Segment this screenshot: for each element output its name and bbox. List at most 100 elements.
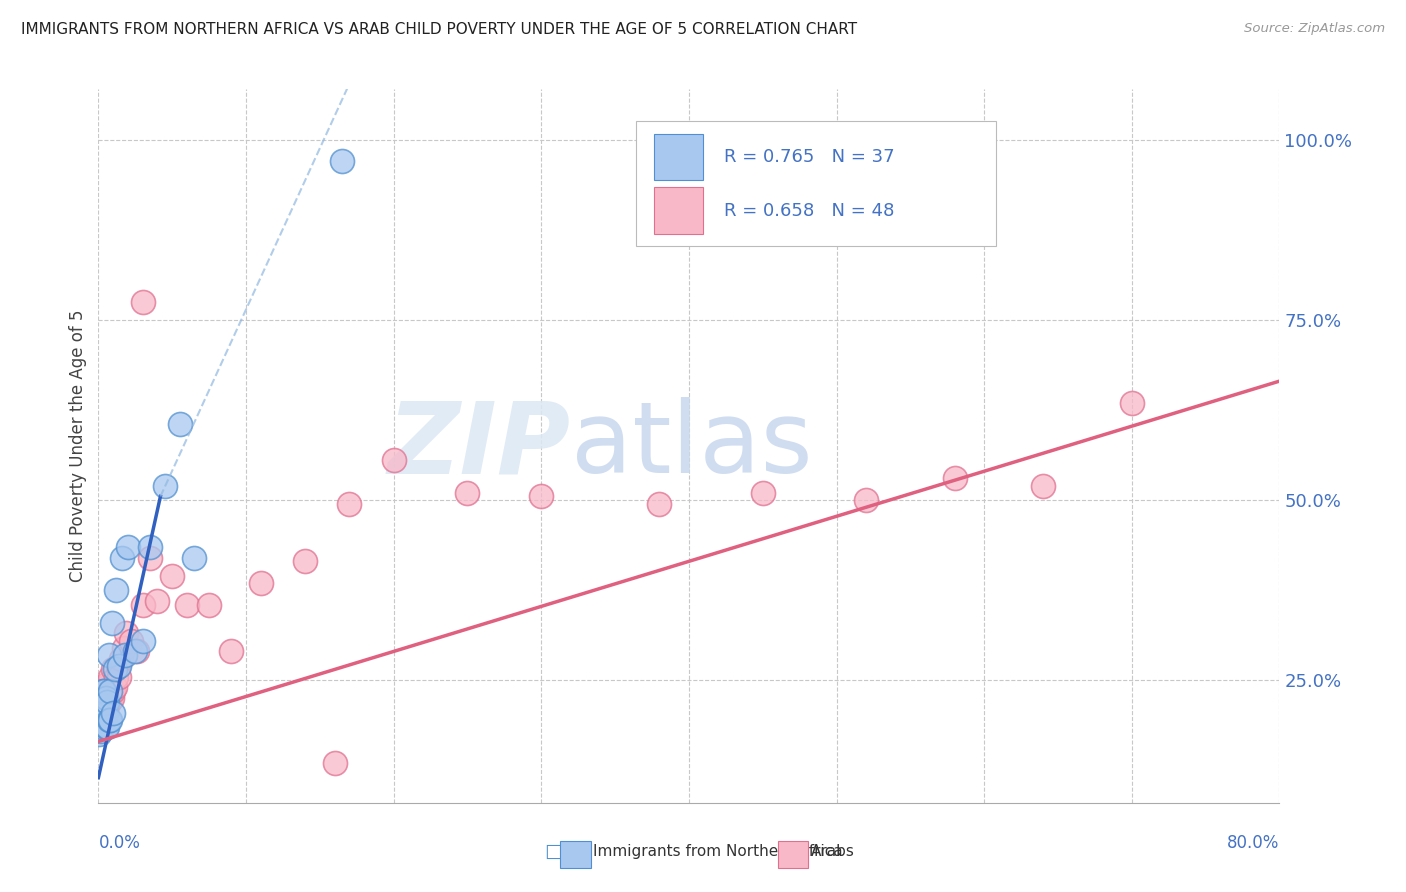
Point	[98, 684, 121, 698]
Point	[132, 598, 155, 612]
Point	[96, 698, 118, 713]
Point	[91, 684, 114, 698]
Point	[132, 633, 155, 648]
Point	[339, 497, 360, 511]
Point	[93, 684, 115, 698]
Point	[108, 658, 131, 673]
FancyBboxPatch shape	[654, 134, 703, 180]
Point	[105, 583, 128, 598]
Text: atlas: atlas	[571, 398, 813, 494]
Text: 0.0%: 0.0%	[98, 834, 141, 852]
Point	[115, 626, 138, 640]
Point	[855, 493, 877, 508]
Point	[96, 695, 118, 709]
Point	[89, 702, 111, 716]
Text: Source: ZipAtlas.com: Source: ZipAtlas.com	[1244, 22, 1385, 36]
Point	[169, 417, 191, 432]
Point	[91, 698, 114, 713]
Point	[104, 681, 127, 695]
Point	[90, 695, 112, 709]
Point	[93, 713, 115, 727]
Point	[146, 594, 169, 608]
Point	[112, 640, 135, 655]
Point	[124, 644, 146, 658]
Point	[93, 716, 115, 731]
Point	[530, 490, 553, 504]
Point	[89, 713, 111, 727]
Point	[97, 695, 120, 709]
Point	[98, 691, 121, 706]
FancyBboxPatch shape	[636, 121, 995, 246]
Text: 80.0%: 80.0%	[1227, 834, 1279, 852]
Point	[382, 453, 405, 467]
Y-axis label: Child Poverty Under the Age of 5: Child Poverty Under the Age of 5	[69, 310, 87, 582]
Point	[183, 550, 205, 565]
Point	[91, 716, 114, 731]
Point	[110, 651, 132, 665]
Text: R = 0.658   N = 48: R = 0.658 N = 48	[724, 202, 894, 219]
Text: Arabs: Arabs	[811, 845, 855, 859]
Point	[94, 681, 117, 695]
Point	[90, 709, 112, 723]
Point	[751, 486, 773, 500]
Point	[94, 691, 117, 706]
Point	[100, 615, 122, 630]
Point	[97, 648, 120, 662]
Point	[100, 691, 122, 706]
Point	[96, 677, 118, 691]
Point	[90, 698, 112, 713]
Point	[219, 644, 242, 658]
Text: □: □	[544, 842, 562, 862]
Point	[103, 663, 125, 677]
Point	[107, 658, 129, 673]
Point	[97, 713, 120, 727]
Point	[94, 706, 117, 720]
Point	[103, 684, 125, 698]
Point	[162, 568, 183, 582]
Point	[111, 550, 134, 565]
Point	[104, 663, 127, 677]
Point	[114, 648, 136, 662]
Point	[117, 540, 139, 554]
Point	[91, 706, 114, 720]
Point	[125, 644, 148, 658]
Point	[139, 550, 162, 565]
Point	[330, 154, 353, 169]
Point	[1121, 396, 1143, 410]
Point	[91, 688, 114, 702]
Point	[1032, 478, 1054, 492]
Point	[198, 598, 221, 612]
Point	[94, 706, 117, 720]
Point	[90, 723, 112, 738]
Point	[294, 554, 316, 568]
Point	[89, 727, 111, 741]
Point	[96, 720, 118, 734]
Point	[250, 576, 273, 591]
Point	[120, 633, 142, 648]
Point	[323, 756, 346, 771]
Point	[91, 720, 114, 734]
FancyBboxPatch shape	[654, 187, 703, 234]
Text: R = 0.765   N = 37: R = 0.765 N = 37	[724, 148, 896, 166]
Text: Immigrants from Northern Africa: Immigrants from Northern Africa	[593, 845, 844, 859]
Point	[139, 540, 162, 554]
Text: ZIP: ZIP	[388, 398, 571, 494]
Point	[943, 471, 966, 485]
Text: IMMIGRANTS FROM NORTHERN AFRICA VS ARAB CHILD POVERTY UNDER THE AGE OF 5 CORRELA: IMMIGRANTS FROM NORTHERN AFRICA VS ARAB …	[21, 22, 858, 37]
Point	[153, 478, 176, 492]
Point	[132, 294, 155, 309]
Point	[89, 702, 111, 716]
Point	[456, 486, 478, 500]
Point	[648, 497, 671, 511]
Point	[98, 713, 121, 727]
Point	[93, 698, 115, 713]
Point	[176, 598, 198, 612]
Point	[90, 684, 112, 698]
Point	[98, 670, 121, 684]
Point	[94, 720, 117, 734]
Point	[108, 670, 131, 684]
Point	[93, 691, 115, 706]
Point	[89, 716, 111, 731]
Point	[103, 706, 125, 720]
Point	[105, 670, 128, 684]
